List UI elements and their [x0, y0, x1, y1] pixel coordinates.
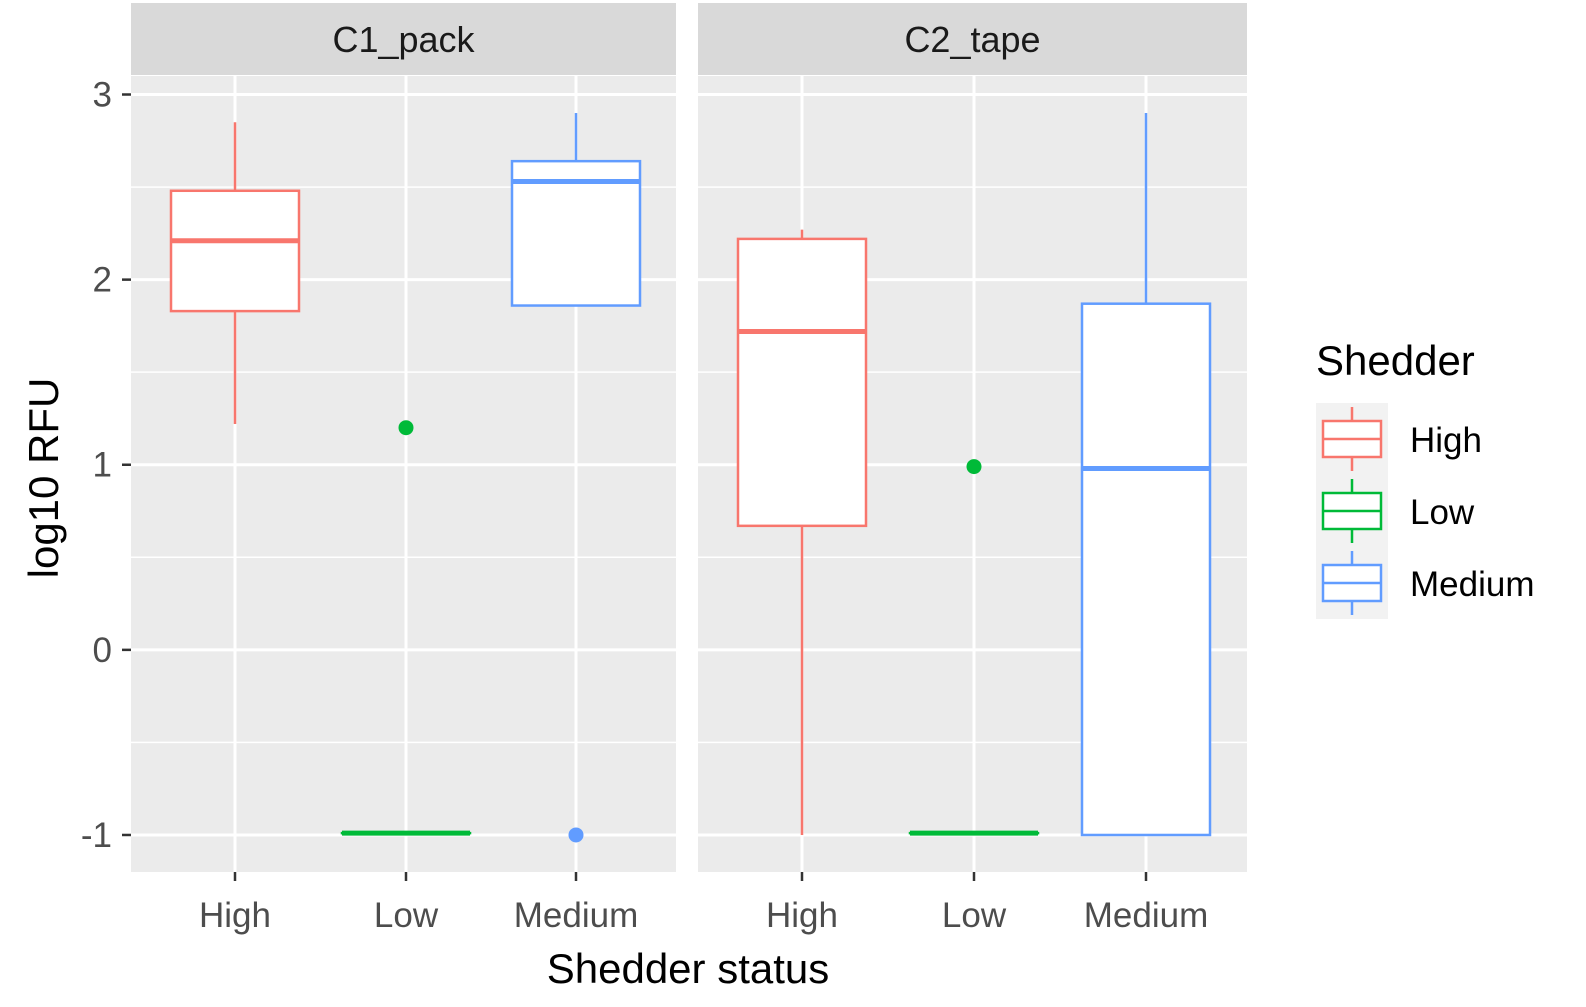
x-tick-label: High — [199, 896, 271, 935]
y-tick-label: 0 — [93, 631, 112, 670]
outlier-point — [568, 827, 584, 843]
box-C1_pack-Medium — [510, 113, 642, 843]
box-C2_tape-Medium — [1080, 113, 1212, 837]
x-tick-label: Medium — [514, 896, 638, 935]
panel-C2_tape: C2_tape — [698, 3, 1247, 872]
x-tick-label: High — [766, 896, 838, 935]
facet-strip-label: C1_pack — [332, 19, 475, 60]
box-C1_pack-Low — [340, 420, 472, 836]
panel-C1_pack: C1_pack — [131, 3, 676, 872]
outlier-point — [398, 420, 414, 436]
facet-strip — [131, 3, 676, 75]
box-body — [510, 159, 642, 307]
legend-key-high: High — [1321, 407, 1482, 471]
facet-strip — [698, 3, 1247, 75]
box-C2_tape-High — [736, 229, 868, 835]
box-C1_pack-High — [169, 122, 301, 425]
legend-label: Medium — [1410, 565, 1534, 604]
x-tick-label: Low — [374, 896, 439, 935]
box-body — [169, 189, 301, 313]
legend: Shedder High Low Medium — [1316, 337, 1534, 619]
panels-layer: C1_pack C2_tape — [131, 3, 1247, 872]
box-body — [1080, 302, 1212, 837]
x-axis: High Low Medium High Low Medium — [199, 872, 1208, 935]
y-tick-label: 3 — [93, 76, 112, 115]
legend-label: Low — [1410, 493, 1475, 532]
box-C2_tape-Low — [908, 459, 1040, 836]
y-tick-label: 2 — [93, 261, 112, 300]
outlier-point — [966, 459, 982, 475]
x-axis-title: Shedder status — [547, 945, 830, 992]
y-tick-label: -1 — [81, 816, 112, 855]
legend-label: High — [1410, 421, 1482, 460]
legend-key-low: Low — [1321, 479, 1475, 543]
y-axis-title: log10 RFU — [20, 378, 67, 579]
facet-strip-label: C2_tape — [904, 19, 1040, 60]
legend-key-medium: Medium — [1321, 551, 1534, 615]
x-tick-label: Low — [942, 896, 1007, 935]
y-axis: -1 0 1 2 3 — [81, 76, 131, 855]
x-tick-label: Medium — [1084, 896, 1208, 935]
legend-title: Shedder — [1316, 337, 1475, 384]
y-tick-label: 1 — [93, 446, 112, 485]
box-body — [736, 237, 868, 528]
